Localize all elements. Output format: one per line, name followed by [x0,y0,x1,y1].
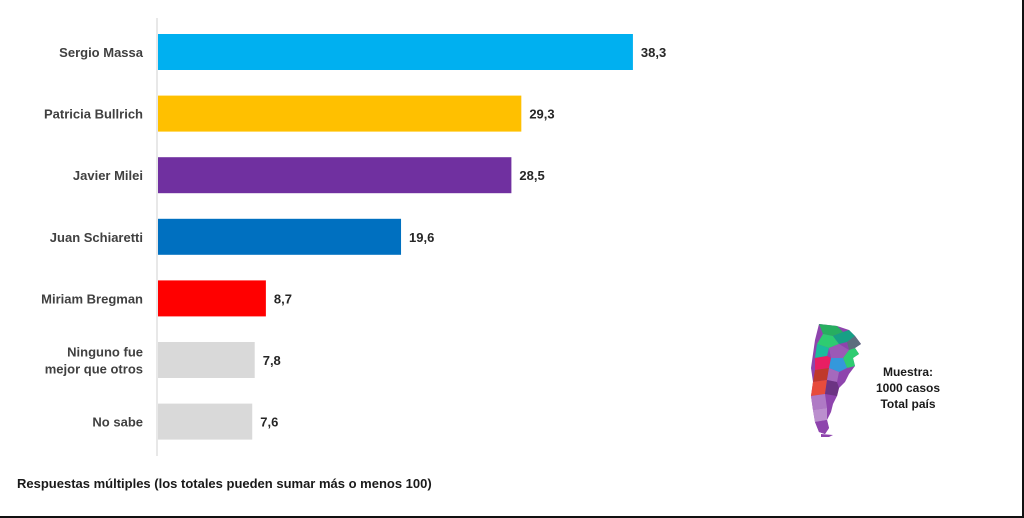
value-label-no-sabe: 7,6 [260,415,278,430]
sample-label: Muestra: [882,365,933,379]
bar-no-sabe [158,403,253,440]
bars-layer: 38,3 Sergio Massa 29,3 Patricia Bullrich 28,… [41,34,666,440]
category-label-no-sabe: No sabe [92,415,143,430]
category-label-line: No sabe [92,415,143,430]
sample-size: 1000 casos [875,381,941,395]
value-label-patricia-bullrich: 29,3 [529,107,554,122]
category-label-sergio-massa: Sergio Massa [59,45,144,60]
bar-sergio-massa [158,34,633,70]
category-label-ninguno-fue-mejor-que-otros: Ninguno fue mejor que otros [45,345,143,377]
category-label-patricia-bullrich: Patricia Bullrich [44,107,143,122]
category-label-line: Miriam Bregman [41,291,143,306]
category-label-line: Juan Schiaretti [50,230,143,245]
category-label-line: Patricia Bullrich [44,107,143,122]
category-label-line: Javier Milei [73,168,143,183]
sample-scope: Total país [880,397,936,411]
category-label-line: mejor que otros [45,362,143,377]
bar-ninguno-fue-mejor-que-otros [158,342,255,378]
bar-miriam-bregman [158,280,266,317]
footnote: Respuestas múltiples (los totales pueden… [17,476,432,491]
value-label-javier-milei: 28,5 [519,168,544,183]
category-label-juan-schiaretti: Juan Schiaretti [50,230,143,245]
category-label-miriam-bregman: Miriam Bregman [41,291,143,306]
bar-javier-milei [158,157,512,194]
category-label-line: Ninguno fue [67,345,143,360]
frame-edge-right [1022,0,1024,518]
value-label-sergio-massa: 38,3 [641,45,666,60]
bar-juan-schiaretti [158,218,402,255]
sample-info: Muestra: 1000 casos Total país [858,364,958,412]
category-label-line: Sergio Massa [59,45,144,60]
category-label-javier-milei: Javier Milei [73,168,143,183]
value-label-juan-schiaretti: 19,6 [409,230,434,245]
value-label-ninguno-fue-mejor-que-otros: 7,8 [263,353,281,368]
value-label-miriam-bregman: 8,7 [274,291,292,306]
frame-edge-bottom [0,516,1024,518]
bar-patricia-bullrich [158,95,522,132]
argentina-map-icon [803,322,873,442]
